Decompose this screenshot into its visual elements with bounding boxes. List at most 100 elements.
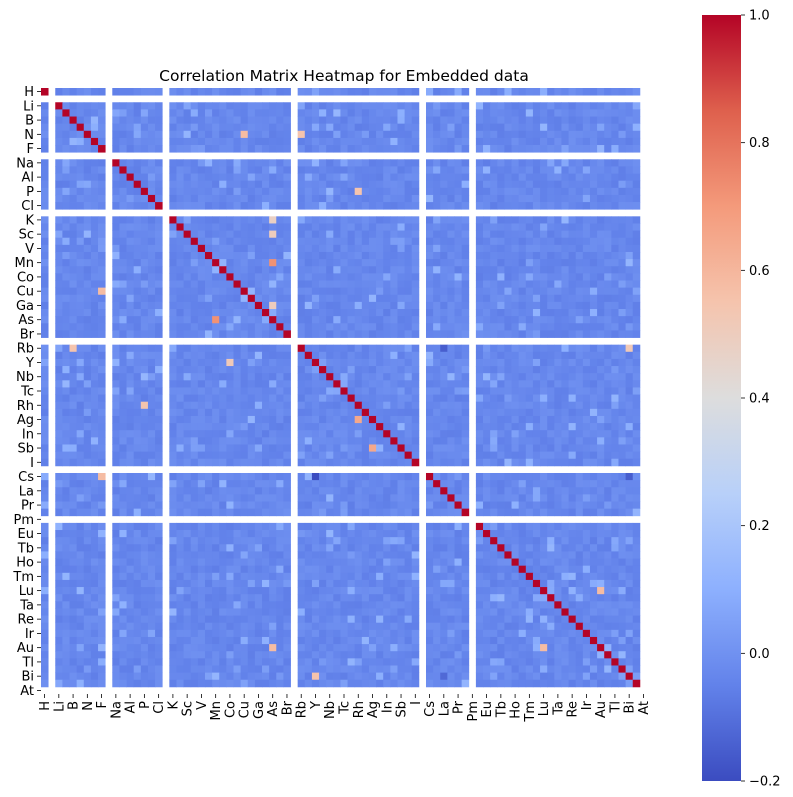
heatmap-cell (511, 130, 520, 139)
heatmap-cell (126, 458, 135, 467)
heatmap-cell (361, 579, 370, 588)
heatmap-cell (254, 501, 263, 510)
heatmap-cell (575, 522, 584, 531)
heatmap-cell (497, 544, 505, 552)
heatmap-cell (112, 194, 120, 203)
heatmap-cell (461, 565, 470, 574)
heatmap-cell (604, 301, 612, 310)
heatmap-cell (397, 408, 405, 417)
heatmap-cell (283, 116, 291, 125)
heatmap-cell (404, 537, 413, 545)
heatmap-cell (554, 102, 562, 110)
heatmap-cell (204, 280, 213, 289)
heatmap-cell (625, 444, 634, 452)
heatmap-cell (276, 166, 284, 174)
heatmap-cell (90, 88, 99, 96)
heatmap-cell (404, 558, 413, 567)
heatmap-cell (461, 280, 470, 289)
heatmap-cell (433, 508, 441, 517)
heatmap-cell (169, 358, 177, 367)
heatmap-cell (233, 223, 242, 231)
heatmap-cell (504, 202, 512, 210)
heatmap-cell (276, 123, 284, 132)
heatmap-cell (190, 102, 199, 110)
heatmap-cell (212, 123, 220, 132)
heatmap-cell (504, 273, 512, 281)
heatmap-cell (319, 123, 327, 132)
heatmap-cell (483, 480, 491, 488)
heatmap-cell (212, 565, 220, 574)
heatmap-cell (90, 294, 99, 303)
heatmap-cell (98, 394, 106, 403)
heatmap-cell (447, 415, 455, 424)
heatmap-cell (611, 530, 619, 538)
heatmap-cell (582, 145, 591, 153)
heatmap-cell (540, 351, 548, 360)
heatmap-cell (361, 558, 370, 567)
heatmap-cell (126, 451, 135, 460)
heatmap-cell (582, 116, 591, 125)
heatmap-cell (347, 494, 356, 502)
heatmap-cell (76, 487, 85, 495)
heatmap-cell (190, 230, 199, 239)
heatmap-cell (440, 530, 448, 538)
heatmap-cell (55, 501, 63, 510)
heatmap-cell (183, 244, 192, 253)
heatmap-cell (76, 366, 85, 374)
heatmap-cell (404, 437, 413, 445)
heatmap-cell (589, 259, 598, 267)
heatmap-cell (269, 530, 277, 538)
heatmap-cell (561, 130, 569, 139)
heatmap-cell (497, 223, 505, 231)
heatmap-cell (575, 444, 584, 452)
heatmap-cell (69, 223, 78, 231)
heatmap-cell (155, 330, 163, 338)
heatmap-cell (361, 116, 370, 125)
heatmap-cell (311, 451, 320, 460)
heatmap-cell (247, 444, 256, 452)
heatmap-cell (454, 259, 463, 267)
heatmap-cell (440, 244, 448, 253)
heatmap-cell (226, 522, 234, 531)
heatmap-cell (376, 109, 384, 117)
heatmap-cell (155, 194, 163, 203)
heatmap-cell (276, 494, 284, 502)
heatmap-cell (368, 494, 377, 502)
heatmap-cell (55, 572, 63, 581)
heatmap-cell (311, 387, 320, 395)
heatmap-cell (397, 351, 405, 360)
heatmap-cell (311, 408, 320, 417)
heatmap-cell (490, 544, 498, 552)
heatmap-cell (582, 458, 591, 467)
heatmap-cell (411, 572, 420, 581)
heatmap-cell (98, 430, 106, 438)
heatmap-cell (69, 587, 78, 595)
heatmap-cell (454, 380, 463, 388)
heatmap-cell (276, 202, 284, 210)
heatmap-cell (561, 572, 569, 581)
heatmap-cell (376, 116, 384, 125)
heatmap-cell (83, 216, 92, 224)
heatmap-cell (126, 323, 135, 331)
heatmap-cell (561, 301, 569, 310)
heatmap-cell (575, 344, 584, 353)
heatmap-cell (597, 480, 605, 488)
heatmap-cell (518, 401, 527, 410)
heatmap-cell (440, 194, 448, 203)
heatmap-cell (447, 273, 455, 281)
heatmap-cell (212, 451, 220, 460)
heatmap-cell (504, 116, 512, 125)
heatmap-cell (525, 351, 534, 360)
heatmap-cell (247, 216, 256, 224)
heatmap-cell (483, 522, 491, 531)
heatmap-cell (147, 408, 156, 417)
heatmap-cell (304, 430, 313, 438)
heatmap-cell (589, 109, 598, 117)
heatmap-cell (475, 344, 484, 353)
heatmap-cell (568, 423, 577, 431)
heatmap-cell (525, 558, 534, 567)
heatmap-cell (183, 508, 192, 517)
heatmap-cell (190, 537, 199, 545)
heatmap-cell (547, 380, 555, 388)
heatmap-cell (340, 430, 348, 438)
